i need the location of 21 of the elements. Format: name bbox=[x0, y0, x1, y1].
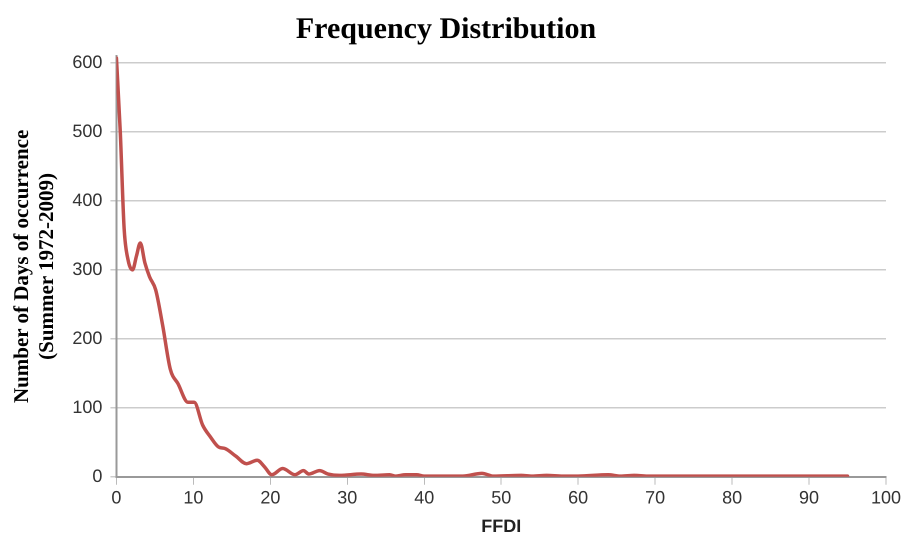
x-axis-title: FFDI bbox=[481, 516, 522, 536]
y-tick-label: 200 bbox=[72, 328, 102, 348]
y-tick-label: 500 bbox=[72, 120, 102, 141]
x-tick-label: 0 bbox=[111, 488, 122, 508]
x-tick-label: 10 bbox=[183, 488, 204, 508]
x-tick-label: 50 bbox=[491, 488, 512, 508]
y-tick-label: 300 bbox=[72, 258, 102, 279]
y-tick-label: 0 bbox=[92, 466, 102, 486]
x-tick-label: 100 bbox=[870, 488, 902, 508]
chart-title: Frequency Distribution bbox=[296, 12, 596, 45]
y-tick-label: 600 bbox=[72, 52, 102, 72]
x-tick-label: 30 bbox=[337, 488, 358, 508]
y-tick-label: 400 bbox=[72, 190, 102, 210]
x-tick-label: 90 bbox=[799, 488, 820, 508]
x-tick-label: 20 bbox=[260, 488, 280, 508]
x-tick-label: 80 bbox=[722, 488, 742, 508]
y-tick-label: 100 bbox=[72, 396, 102, 417]
x-tick-label: 40 bbox=[414, 488, 434, 508]
x-tick-label: 60 bbox=[568, 488, 588, 508]
x-tick-label: 70 bbox=[645, 488, 666, 508]
y-axis-title: Number of Days of occurrence (Summer 1972-2009) bbox=[9, 130, 58, 404]
